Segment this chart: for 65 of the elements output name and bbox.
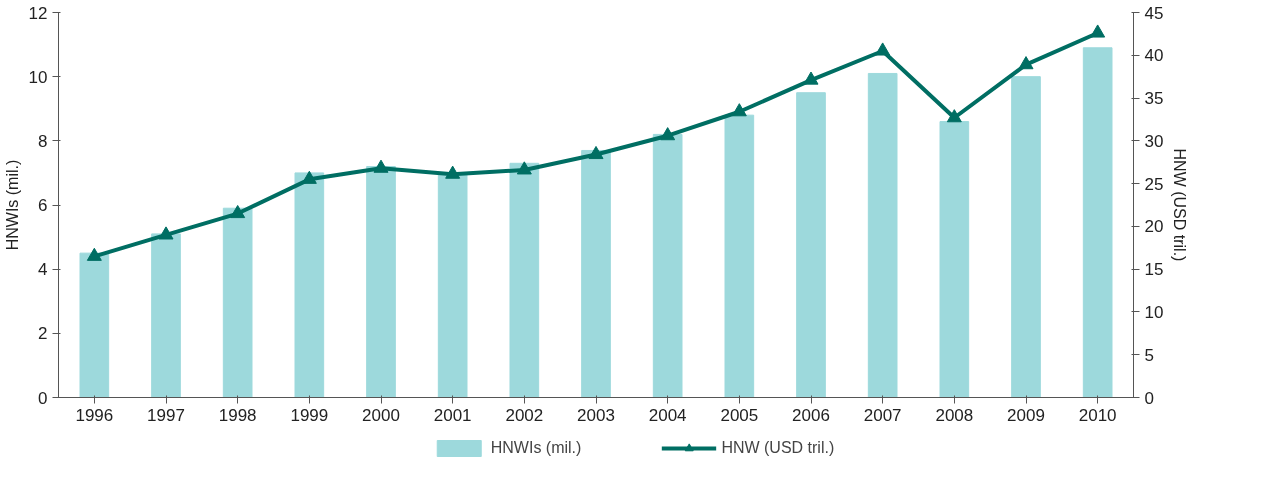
- bar: [222, 207, 253, 398]
- y2-tick-label: 30: [1144, 131, 1164, 151]
- y2-tick-label: 25: [1144, 174, 1164, 194]
- y2-tick-label: 15: [1144, 260, 1164, 280]
- y-tick-label: 8: [38, 131, 48, 151]
- point: [731, 103, 747, 117]
- y2-axis-title: HNW (USD tril.): [1171, 148, 1189, 262]
- bar: [867, 72, 898, 398]
- point: [445, 165, 461, 179]
- y2-tick-label: 5: [1144, 345, 1154, 365]
- bar: [1011, 76, 1041, 398]
- x-tick-label: 2002: [505, 405, 544, 425]
- x-tick-label: 1996: [75, 405, 114, 425]
- legend-label: HNWIs (mil.): [490, 439, 582, 457]
- point: [158, 226, 174, 240]
- y2-tick-label: 10: [1144, 302, 1164, 322]
- x-tick-label: 2000: [362, 405, 400, 425]
- y-tick-label: 4: [38, 260, 48, 280]
- bar: [79, 252, 110, 398]
- bar: [366, 166, 396, 398]
- y-axis-title: HNWIs (mil.): [3, 159, 21, 251]
- point: [875, 42, 891, 56]
- x-tick-label: 1997: [147, 405, 185, 425]
- point: [660, 127, 676, 141]
- bar: [581, 149, 611, 398]
- y2-tick-label: 20: [1144, 217, 1164, 237]
- x-tick-label: 2001: [433, 405, 472, 425]
- x-tick-label: 2004: [648, 405, 687, 425]
- y2-tick-label: 0: [1144, 388, 1154, 408]
- bar: [509, 162, 540, 398]
- point: [516, 161, 532, 175]
- bar: [437, 172, 468, 398]
- point: [588, 145, 604, 160]
- x-tick-label: 2005: [720, 405, 759, 425]
- point: [1090, 24, 1106, 38]
- bar: [652, 133, 683, 398]
- y-tick-label: 6: [38, 196, 48, 215]
- y-tick-label: 0: [38, 388, 48, 408]
- bar: [796, 92, 826, 398]
- bar: [151, 233, 181, 398]
- bar: [1082, 47, 1113, 398]
- x-tick-label: 2010: [1078, 405, 1117, 425]
- y2-tick-label: 40: [1144, 46, 1164, 66]
- y-tick-label: 12: [28, 3, 48, 23]
- x-tick-label: 2008: [935, 405, 974, 425]
- x-tick-label: 2006: [792, 405, 830, 425]
- point: [1018, 56, 1034, 70]
- y2-tick-label: 35: [1144, 89, 1164, 109]
- legend-label: HNW (USD tril.): [721, 439, 835, 457]
- point: [803, 71, 819, 85]
- point: [946, 109, 962, 123]
- bar: [939, 121, 970, 398]
- y2-tick-label: 45: [1144, 3, 1164, 23]
- point: [86, 247, 102, 261]
- y-tick-label: 10: [28, 67, 48, 87]
- bar: [724, 114, 755, 398]
- x-tick-label: 2009: [1007, 405, 1045, 425]
- x-tick-label: 1999: [290, 405, 329, 425]
- bar: [294, 172, 325, 398]
- point: [230, 204, 246, 219]
- y-tick-label: 2: [38, 324, 48, 344]
- point: [373, 159, 389, 173]
- x-tick-label: 2007: [863, 405, 902, 425]
- x-tick-label: 2003: [577, 405, 615, 425]
- x-tick-label: 1998: [218, 405, 257, 425]
